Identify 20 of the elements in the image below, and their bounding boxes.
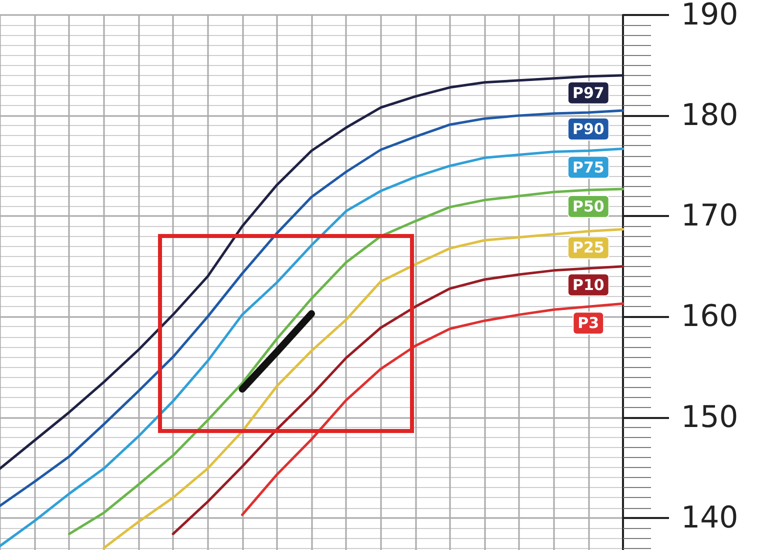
series-label: P3 <box>578 314 600 332</box>
series-label: P97 <box>572 84 604 102</box>
y-tick-label: 170 <box>681 198 738 234</box>
y-tick-label: 150 <box>681 400 738 435</box>
line-series <box>172 265 624 536</box>
line-series <box>0 74 624 470</box>
line-series <box>0 148 624 548</box>
series-label: P10 <box>572 276 604 294</box>
y-tick-label: 160 <box>681 299 738 334</box>
y-tick-label: 140 <box>681 500 738 536</box>
line-series <box>68 188 624 536</box>
series-label: P90 <box>572 120 604 138</box>
line-series <box>102 228 624 550</box>
series-label: P75 <box>572 158 604 176</box>
series-label: P25 <box>572 238 604 257</box>
line-series <box>241 302 624 516</box>
line-series <box>0 109 624 507</box>
y-tick-label: 180 <box>681 98 738 134</box>
series-label: P50 <box>572 197 604 216</box>
y-tick-label: 190 <box>681 0 738 32</box>
